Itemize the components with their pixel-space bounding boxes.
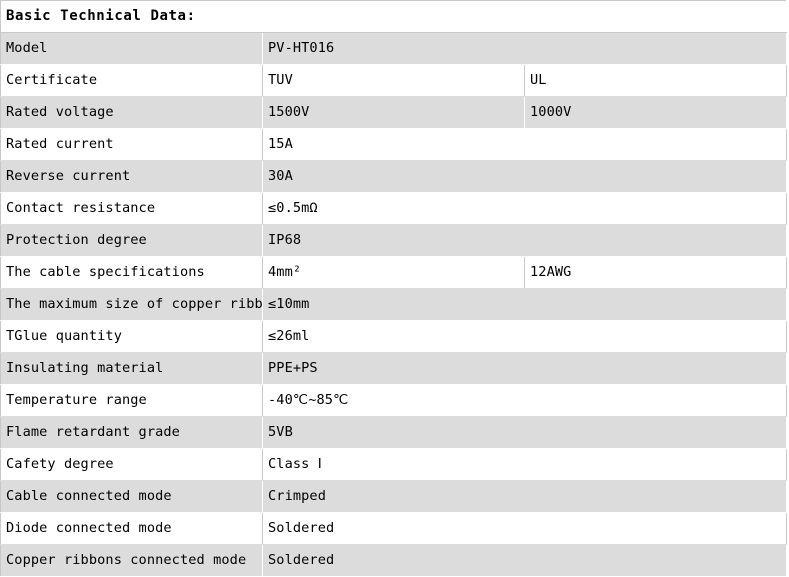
row-value: Soldered	[262, 512, 787, 545]
row-label: TGlue quantity	[0, 320, 263, 353]
row-label: The cable specifications	[0, 256, 263, 289]
row-value: ≤10mm	[262, 288, 787, 321]
row-label: Rated current	[0, 128, 263, 161]
table-row: Certificate TUV UL	[0, 64, 787, 97]
row-extra-value: 1000V	[524, 96, 787, 129]
table-row: Cafety degree Class Ⅰ	[0, 448, 787, 481]
row-value: TUV	[262, 64, 525, 97]
row-label: Temperature range	[0, 384, 263, 417]
table-row: Contact resistance ≤0.5mΩ	[0, 192, 787, 225]
table-header-row: Basic Technical Data:	[0, 0, 787, 33]
row-label: Diode connected mode	[0, 512, 263, 545]
row-value: 5VB	[262, 416, 787, 449]
row-value: PV-HT016	[262, 32, 787, 65]
table-row: Rated current 15A	[0, 128, 787, 161]
row-value: ≤26ml	[262, 320, 787, 353]
table-row: Flame retardant grade 5VB	[0, 416, 787, 449]
row-value: 1500V	[262, 96, 525, 129]
row-label: Insulating material	[0, 352, 263, 385]
table-row: Copper ribbons connected mode Soldered	[0, 544, 787, 577]
table-row: TGlue quantity ≤26ml	[0, 320, 787, 353]
table-row: Diode connected mode Soldered	[0, 512, 787, 545]
row-value: 30A	[262, 160, 787, 193]
table-row: Reverse current 30A	[0, 160, 787, 193]
row-label: Contact resistance	[0, 192, 263, 225]
row-label: Protection degree	[0, 224, 263, 257]
row-value: PPE+PS	[262, 352, 787, 385]
table-row: The maximum size of copper ribbons ≤10mm	[0, 288, 787, 321]
page-title: Basic Technical Data:	[0, 0, 787, 33]
row-extra-value: UL	[524, 64, 787, 97]
row-label: Reverse current	[0, 160, 263, 193]
row-value: IP68	[262, 224, 787, 257]
table-row: Rated voltage 1500V 1000V	[0, 96, 787, 129]
table-row: Cable connected mode Crimped	[0, 480, 787, 513]
row-value: Crimped	[262, 480, 787, 513]
table-row: The cable specifications 4mm² 12AWG	[0, 256, 787, 289]
table-row: Protection degree IP68	[0, 224, 787, 257]
row-label: Cable connected mode	[0, 480, 263, 513]
row-label: Copper ribbons connected mode	[0, 544, 263, 577]
row-value: -40℃~85℃	[262, 384, 787, 417]
row-value: 4mm²	[262, 256, 525, 289]
row-label: Rated voltage	[0, 96, 263, 129]
row-label: Model	[0, 32, 263, 65]
row-value: ≤0.5mΩ	[262, 192, 787, 225]
row-value: 15A	[262, 128, 787, 161]
row-label: Certificate	[0, 64, 263, 97]
row-label: The maximum size of copper ribbons	[0, 288, 263, 321]
row-label: Cafety degree	[0, 448, 263, 481]
table-row: Temperature range -40℃~85℃	[0, 384, 787, 417]
table-row: Model PV-HT016	[0, 32, 787, 65]
row-value: Soldered	[262, 544, 787, 577]
row-label: Flame retardant grade	[0, 416, 263, 449]
row-value: Class Ⅰ	[262, 448, 787, 481]
table-row: Insulating material PPE+PS	[0, 352, 787, 385]
row-extra-value: 12AWG	[524, 256, 787, 289]
